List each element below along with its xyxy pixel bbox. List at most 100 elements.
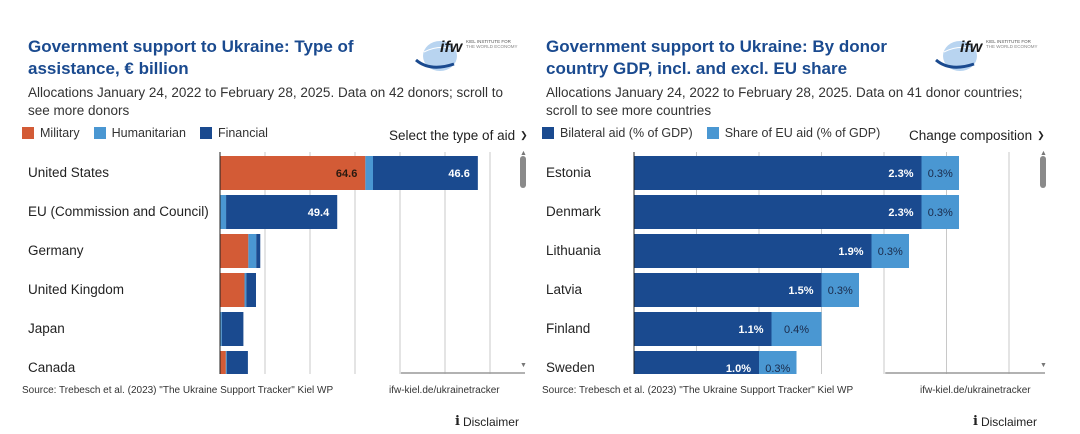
bar-segment-humanitarian[interactable]	[365, 156, 373, 190]
bar-segment-share-of-eu-aid-of-gdp[interactable]	[771, 312, 822, 346]
data-label: 1.0%	[726, 363, 751, 374]
bar-segment-military[interactable]	[220, 273, 245, 307]
scroll-up-arrow-icon[interactable]: ▲	[1040, 150, 1047, 157]
ifw-logo: ifw KIEL INSTITUTE FOR THE WORLD ECONOMY	[410, 34, 540, 74]
chart-title: Government support to Ukraine: Type of a…	[28, 37, 354, 78]
bar-segment-humanitarian[interactable]	[244, 273, 247, 307]
legend-label: Humanitarian	[111, 126, 186, 140]
legend-label: Share of EU aid (% of GDP)	[724, 126, 881, 140]
legend-swatch-humanitarian	[93, 127, 106, 139]
legend-item-eu-share[interactable]: Share of EU aid (% of GDP)	[706, 126, 881, 140]
bar-segment-humanitarian[interactable]	[248, 234, 257, 268]
scroll-up-arrow-icon[interactable]: ▲	[520, 150, 527, 157]
bar-segment-bilateral-aid-of-gdp[interactable]	[634, 312, 772, 346]
chevron-down-icon: ❯	[1037, 130, 1045, 140]
bar-segment-bilateral-aid-of-gdp[interactable]	[634, 351, 759, 374]
data-label: 1.1%	[738, 324, 763, 336]
globe-logo-icon: ifw KIEL INSTITUTE FOR THE WORLD ECONOMY	[415, 39, 518, 71]
scroll-down-arrow-icon[interactable]: ▼	[520, 362, 527, 369]
legend-swatch-military	[22, 127, 34, 139]
logo-line1: KIEL INSTITUTE FOR	[986, 39, 1032, 44]
chevron-down-icon: ❯	[520, 130, 528, 140]
bar-segment-bilateral-aid-of-gdp[interactable]	[634, 156, 922, 190]
logo-line2: THE WORLD ECONOMY	[986, 44, 1038, 49]
bar-segment-share-of-eu-aid-of-gdp[interactable]	[921, 195, 960, 229]
category-label: Latvia	[546, 282, 583, 297]
data-label: 1.9%	[838, 246, 863, 258]
scroll-down-arrow-icon[interactable]: ▼	[1040, 362, 1047, 369]
vertical-scrollbar-thumb[interactable]	[520, 156, 526, 188]
bar-segment-share-of-eu-aid-of-gdp[interactable]	[759, 351, 797, 374]
bar-segment-share-of-eu-aid-of-gdp[interactable]	[921, 156, 960, 190]
category-label: United Kingdom	[28, 282, 125, 297]
bar-segment-financial[interactable]	[221, 312, 244, 346]
disclaimer-button[interactable]: i Disclaimer	[455, 414, 519, 429]
logo-line1: KIEL INSTITUTE FOR	[466, 39, 512, 44]
legend: Bilateral aid (% of GDP) Share of EU aid…	[542, 126, 894, 140]
category-label: United States	[28, 165, 110, 180]
legend-label: Military	[40, 126, 80, 140]
bar-segment-humanitarian[interactable]	[220, 312, 222, 346]
assistance-bar-chart: United States EU (Commission and Council)…	[0, 150, 540, 380]
dropdown-label: Change composition	[909, 128, 1033, 143]
type-of-assistance-panel: Government support to Ukraine: Type of a…	[0, 34, 540, 429]
legend-swatch-bilateral	[542, 127, 554, 139]
tracker-link[interactable]: ifw-kiel.de/ukrainetracker	[389, 385, 500, 396]
dropdown-label: Select the type of aid	[389, 128, 516, 143]
data-label: 2.3%	[888, 207, 913, 219]
chart-svg: 2.3% 0.3% 2.3% 0.3% 1.9% 0.3% 1.5% 0.3% 1.1% 0.4%…	[633, 152, 1045, 374]
logo-line2: THE WORLD ECONOMY	[466, 44, 518, 49]
info-icon: i	[973, 414, 978, 429]
data-label: 1.5%	[788, 285, 813, 297]
data-label: 0.3%	[828, 285, 853, 297]
chart-title: Government support to Ukraine: By donor …	[546, 37, 887, 78]
data-label: 0.3%	[928, 168, 953, 180]
source-note: Source: Trebesch et al. (2023) "The Ukra…	[542, 385, 854, 396]
info-icon: i	[455, 414, 460, 429]
legend: Military Humanitarian Financial	[22, 126, 282, 140]
chart-subtitle: Allocations January 24, 2022 to February…	[28, 85, 504, 118]
category-label: Germany	[28, 243, 84, 258]
bar-segment-financial[interactable]	[226, 351, 248, 374]
bar-segment-financial[interactable]	[256, 234, 261, 268]
disclaimer-label: Disclaimer	[980, 414, 1037, 429]
category-label: Finland	[546, 321, 591, 336]
ifw-logo: ifw KIEL INSTITUTE FOR THE WORLD ECONOMY	[930, 34, 1060, 74]
legend-item-financial[interactable]: Financial	[199, 126, 268, 140]
category-label: Estonia	[546, 165, 592, 180]
bar-segment-share-of-eu-aid-of-gdp[interactable]	[821, 273, 860, 307]
globe-logo-icon: ifw KIEL INSTITUTE FOR THE WORLD ECONOMY	[935, 39, 1038, 71]
category-label: Denmark	[546, 204, 601, 219]
gdp-bar-chart: Estonia Denmark Lithuania Latvia Finland Swed…	[540, 150, 1080, 380]
legend-item-humanitarian[interactable]: Humanitarian	[93, 126, 186, 140]
bar-segment-bilateral-aid-of-gdp[interactable]	[634, 234, 872, 268]
bar-segment-military[interactable]	[220, 156, 366, 190]
source-note: Source: Trebesch et al. (2023) "The Ukra…	[22, 385, 334, 396]
disclaimer-label: Disclaimer	[462, 414, 519, 429]
bar-segment-humanitarian[interactable]	[225, 351, 227, 374]
category-label: Canada	[28, 360, 76, 375]
legend-item-military[interactable]: Military	[22, 126, 80, 140]
tracker-link[interactable]: ifw-kiel.de/ukrainetracker	[920, 385, 1031, 396]
bar-segment-financial[interactable]	[246, 273, 256, 307]
bar-segment-share-of-eu-aid-of-gdp[interactable]	[871, 234, 910, 268]
bar-segment-military[interactable]	[220, 234, 249, 268]
composition-dropdown[interactable]: Change composition ❯	[909, 128, 1045, 143]
bar-segment-financial[interactable]	[226, 195, 338, 229]
bar-segment-bilateral-aid-of-gdp[interactable]	[634, 273, 822, 307]
category-label: Sweden	[546, 360, 595, 375]
bar-segment-bilateral-aid-of-gdp[interactable]	[634, 195, 922, 229]
legend-label: Financial	[217, 126, 268, 140]
data-label: 0.3%	[928, 207, 953, 219]
bar-segment-humanitarian[interactable]	[220, 195, 227, 229]
bar-segment-financial[interactable]	[373, 156, 478, 190]
vertical-scrollbar-thumb[interactable]	[1040, 156, 1046, 188]
bar-segment-military[interactable]	[220, 351, 226, 374]
legend-item-bilateral[interactable]: Bilateral aid (% of GDP)	[542, 126, 693, 140]
data-label: 0.4%	[784, 324, 809, 336]
disclaimer-button[interactable]: i Disclaimer	[973, 414, 1037, 429]
aid-type-dropdown[interactable]: Select the type of aid ❯	[389, 128, 528, 143]
category-label: Lithuania	[546, 243, 601, 258]
data-label: 0.3%	[878, 246, 903, 258]
legend-swatch-financial	[199, 127, 212, 139]
